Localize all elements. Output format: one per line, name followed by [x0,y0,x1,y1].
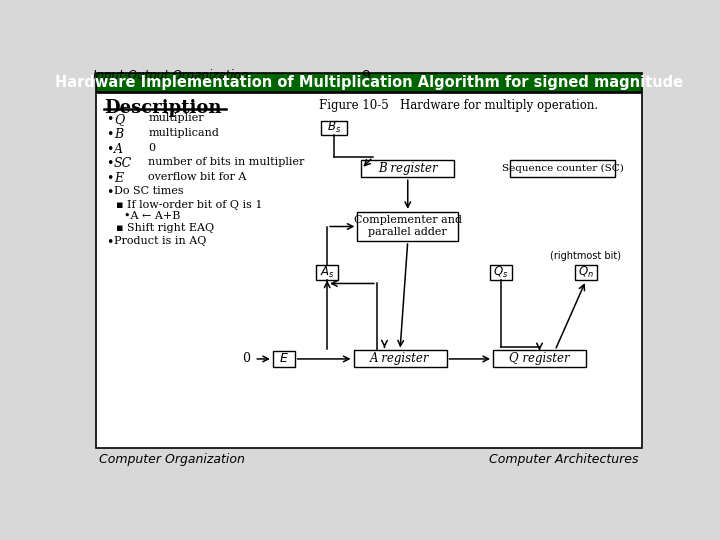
Text: Hardware Implementation of Multiplication Algorithm for signed magnitude: Hardware Implementation of Multiplicatio… [55,75,683,90]
Text: 9: 9 [361,69,369,83]
Text: •A ← A+B: •A ← A+B [124,211,181,221]
Bar [361,160,454,177]
Text: B register: B register [378,162,438,176]
Bar [510,160,615,177]
Bar [354,350,446,367]
Bar [273,351,294,367]
Text: •: • [107,236,114,249]
Text: multiplier: multiplier [148,113,204,123]
Text: 0: 0 [243,353,251,366]
Text: 0: 0 [148,143,156,153]
Bar [490,265,512,280]
Text: •: • [107,157,114,170]
Text: •: • [107,186,114,199]
Bar [96,73,642,92]
Text: overflow bit for A: overflow bit for A [148,172,246,182]
Bar [321,121,347,135]
Text: A register: A register [370,353,430,366]
Text: Computer Organization: Computer Organization [99,453,246,465]
Text: E: E [114,172,123,185]
Text: $A_s$: $A_s$ [320,265,335,280]
Text: Q register: Q register [509,353,570,366]
Text: $B_s$: $B_s$ [327,120,341,136]
Text: $Q_s$: $Q_s$ [493,265,508,280]
Text: A: A [114,143,123,156]
Text: number of bits in multiplier: number of bits in multiplier [148,157,305,167]
Text: •: • [107,113,114,126]
Text: Sequence counter (SC): Sequence counter (SC) [502,164,624,173]
Bar [316,265,338,280]
Bar [96,92,642,448]
Text: ▪ If low-order bit of Q is 1: ▪ If low-order bit of Q is 1 [117,200,263,210]
Text: Complementer and: Complementer and [354,214,462,225]
Text: $Q_n$: $Q_n$ [578,265,594,280]
Text: Q: Q [114,113,125,126]
Bar [357,212,458,241]
Text: Computer Architectures: Computer Architectures [489,453,639,465]
Text: multiplicand: multiplicand [148,128,219,138]
Text: Do SC times: Do SC times [114,186,184,197]
Text: •: • [107,128,114,141]
Text: ▪ Shift right EAQ: ▪ Shift right EAQ [117,222,215,233]
Text: Product is in AQ: Product is in AQ [114,236,207,246]
Text: Input-Output Organization: Input-Output Organization [93,69,248,82]
Text: Figure 10-5   Hardware for multiply operation.: Figure 10-5 Hardware for multiply operat… [319,99,598,112]
Bar [575,265,597,280]
Text: (rightmost bit): (rightmost bit) [551,251,621,261]
Text: B: B [114,128,123,141]
Bar [493,350,586,367]
Text: Description: Description [104,99,222,117]
Text: •: • [107,172,114,185]
Text: parallel adder: parallel adder [369,227,447,237]
Text: •: • [107,143,114,156]
Text: $E$: $E$ [279,353,289,366]
Text: SC: SC [114,157,132,170]
